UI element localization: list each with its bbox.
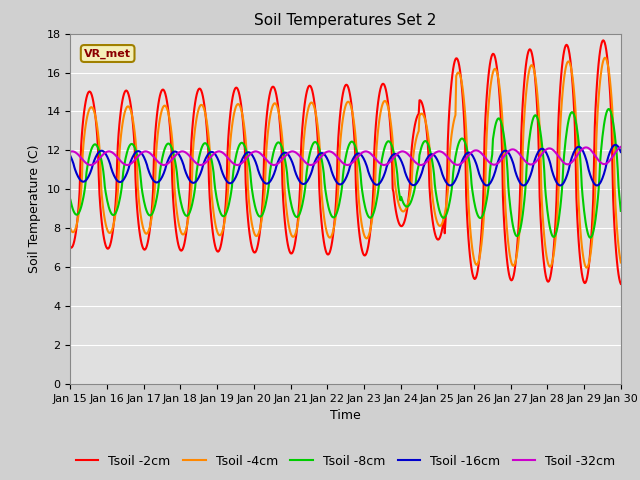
Tsoil -16cm xyxy=(413,180,420,186)
Line: Tsoil -32cm: Tsoil -32cm xyxy=(70,147,621,165)
Tsoil -32cm xyxy=(413,161,421,167)
Tsoil -4cm xyxy=(413,135,420,141)
Tsoil -8cm xyxy=(617,208,625,214)
Line: Tsoil -8cm: Tsoil -8cm xyxy=(70,109,621,238)
Title: Soil Temperatures Set 2: Soil Temperatures Set 2 xyxy=(255,13,436,28)
Tsoil -2cm xyxy=(218,237,226,242)
Tsoil -2cm xyxy=(617,281,625,287)
Tsoil -4cm xyxy=(189,149,196,155)
Line: Tsoil -4cm: Tsoil -4cm xyxy=(70,58,621,268)
Legend: Tsoil -2cm, Tsoil -4cm, Tsoil -8cm, Tsoil -16cm, Tsoil -32cm: Tsoil -2cm, Tsoil -4cm, Tsoil -8cm, Tsoi… xyxy=(71,450,620,473)
Tsoil -8cm xyxy=(189,198,196,204)
Line: Tsoil -16cm: Tsoil -16cm xyxy=(70,145,621,185)
Line: Tsoil -2cm: Tsoil -2cm xyxy=(70,40,621,284)
Tsoil -32cm xyxy=(67,149,74,155)
Tsoil -32cm xyxy=(617,144,625,150)
Tsoil -8cm xyxy=(605,106,612,112)
Tsoil -2cm xyxy=(599,37,607,43)
Tsoil -4cm xyxy=(77,197,84,203)
Tsoil -8cm xyxy=(218,213,226,218)
Tsoil -16cm xyxy=(218,168,226,174)
Tsoil -16cm xyxy=(612,142,620,148)
Tsoil -2cm xyxy=(413,116,420,121)
Y-axis label: Soil Temperature (C): Soil Temperature (C) xyxy=(28,144,41,273)
Tsoil -8cm xyxy=(429,160,436,166)
Tsoil -2cm xyxy=(429,217,436,223)
Tsoil -4cm xyxy=(218,229,226,235)
Tsoil -4cm xyxy=(617,260,625,265)
Tsoil -2cm xyxy=(77,163,84,168)
Tsoil -16cm xyxy=(133,148,141,154)
Tsoil -8cm xyxy=(67,197,74,203)
Tsoil -2cm xyxy=(67,244,74,250)
Tsoil -32cm xyxy=(77,154,84,160)
Text: VR_met: VR_met xyxy=(84,48,131,59)
Tsoil -8cm xyxy=(77,206,84,212)
Tsoil -16cm xyxy=(67,153,74,159)
Tsoil -2cm xyxy=(189,119,196,125)
Tsoil -16cm xyxy=(520,182,527,188)
Tsoil -16cm xyxy=(189,180,196,186)
Tsoil -4cm xyxy=(67,226,74,231)
Tsoil -4cm xyxy=(601,55,609,60)
Tsoil -32cm xyxy=(270,162,278,168)
Tsoil -32cm xyxy=(189,157,196,163)
Tsoil -4cm xyxy=(582,265,590,271)
Tsoil -4cm xyxy=(429,194,436,200)
Tsoil -32cm xyxy=(218,149,226,155)
Tsoil -8cm xyxy=(133,152,141,158)
Tsoil -32cm xyxy=(429,152,437,157)
Tsoil -16cm xyxy=(77,177,84,183)
X-axis label: Time: Time xyxy=(330,409,361,422)
Tsoil -2cm xyxy=(133,204,141,210)
Tsoil -16cm xyxy=(429,152,436,157)
Tsoil -4cm xyxy=(133,159,141,165)
Tsoil -8cm xyxy=(413,173,420,179)
Tsoil -16cm xyxy=(617,149,625,155)
Tsoil -32cm xyxy=(133,155,141,160)
Tsoil -8cm xyxy=(586,235,594,240)
